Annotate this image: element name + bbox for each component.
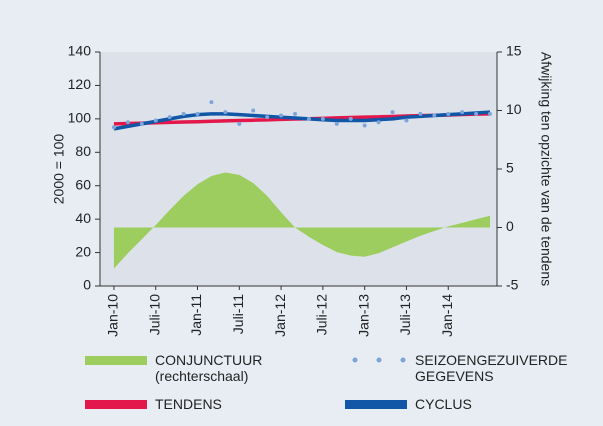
x-tick-label: Jan-11 (188, 294, 204, 336)
dot (167, 115, 172, 120)
line (113, 110, 491, 131)
dot (488, 111, 493, 116)
legend-swatch (85, 400, 147, 409)
dot (418, 111, 423, 116)
dot (474, 111, 479, 116)
dot (376, 120, 381, 125)
dot (279, 113, 284, 118)
y-tick-label: 120 (68, 76, 92, 92)
y-tick-label: 20 (75, 243, 91, 259)
dot (139, 121, 144, 126)
x-tick-label: Juli-10 (146, 294, 162, 335)
y-tick-label: 60 (75, 176, 91, 192)
y-tick-label: 0 (83, 277, 91, 293)
dot (362, 123, 367, 128)
legend-label: SEIZOENGEZUIVERDE GEGEVENS (415, 352, 568, 384)
y-tick-label: 80 (75, 143, 91, 159)
y2-tick-label: 10 (506, 101, 522, 117)
legend-swatch (345, 400, 407, 409)
legend-marker (376, 357, 382, 363)
legend-marker (400, 357, 406, 363)
dot (153, 118, 158, 123)
plot-area (100, 52, 497, 286)
y-axis-label: 2000 = 100 (51, 134, 67, 205)
dot (334, 121, 339, 126)
x-tick-label: Jan-14 (439, 294, 455, 337)
x-tick-label: Juli-13 (397, 294, 413, 335)
y2-axis-label: Afwijking ten opzichte van de tendens (538, 52, 554, 286)
dot (348, 116, 353, 121)
dot (265, 115, 270, 120)
dot (306, 116, 311, 121)
x-tick-label: Jan-13 (355, 294, 371, 337)
y-tick-label: 140 (68, 43, 92, 59)
dot (223, 110, 228, 115)
y2-tick-label: 0 (506, 218, 514, 234)
dot (432, 113, 437, 118)
dot (251, 108, 256, 113)
dot (125, 120, 130, 125)
dot (390, 110, 395, 115)
dot (320, 116, 325, 121)
dot (181, 111, 186, 116)
dot (460, 110, 465, 115)
y2-tick-label: -5 (506, 277, 519, 293)
x-tick-label: Jan-12 (272, 294, 288, 337)
x-tick-label: Juli-12 (314, 294, 330, 335)
x-tick-label: Juli-11 (230, 294, 246, 334)
dot (293, 111, 298, 116)
y-tick-label: 40 (75, 210, 91, 226)
legend-marker (352, 357, 358, 363)
dot (404, 118, 409, 123)
legend-label: CYCLUS (415, 396, 472, 412)
area (113, 172, 491, 269)
dot (111, 125, 116, 130)
y-tick-label: 100 (68, 110, 92, 126)
legend-swatch (85, 356, 147, 365)
dot (446, 111, 451, 116)
y2-tick-label: 5 (506, 160, 514, 176)
y2-tick-label: 15 (506, 43, 522, 59)
dot (195, 111, 200, 116)
legend-label: TENDENS (155, 396, 222, 412)
x-tick-label: Jan-10 (105, 294, 121, 337)
legend-label: CONJUNCTUUR (rechterschaal) (155, 352, 263, 384)
dot (209, 100, 214, 105)
dot (237, 121, 242, 126)
